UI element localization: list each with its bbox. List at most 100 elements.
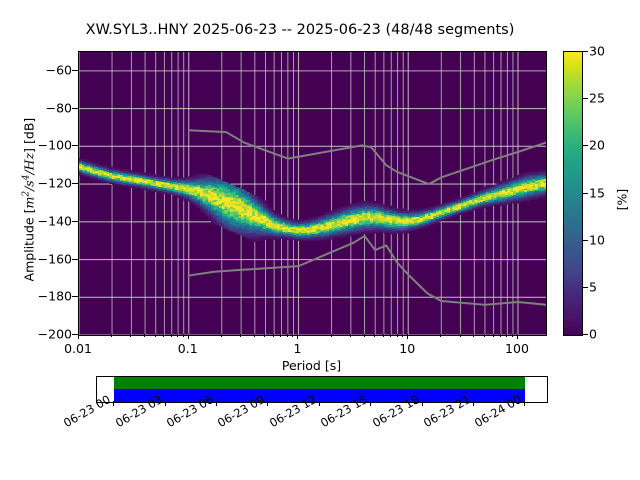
y-tick-mark (72, 69, 78, 71)
x-tick-mark-minor (144, 334, 146, 337)
x-tick-mark-minor (130, 334, 132, 337)
x-tick-mark-minor (240, 334, 242, 337)
page-title: XW.SYL3..HNY 2025-06-23 -- 2025-06-23 (4… (85, 22, 515, 38)
y-tick-label: −80 (45, 100, 72, 116)
ppsd-canvas (79, 52, 546, 335)
y-tick-mark (72, 145, 78, 147)
colorbar (563, 51, 583, 336)
timeline-data-band (114, 377, 526, 389)
colorbar-tick-mark (582, 98, 588, 100)
x-tick-mark-minor (492, 334, 494, 337)
x-tick-mark-minor (220, 334, 222, 337)
x-tick-mark-minor (280, 334, 282, 337)
y-tick-label: −180 (37, 288, 72, 304)
y-tick-mark (72, 334, 78, 335)
y-axis-unit-m-exp: 2 (21, 190, 32, 197)
x-tick-label: 10 (399, 341, 416, 356)
y-tick-mark (72, 296, 78, 298)
x-tick-mark-minor (390, 334, 392, 337)
colorbar-tick-label: 10 (589, 232, 605, 248)
timeline-tick-mark (113, 401, 115, 406)
timeline-tick-mark (164, 401, 166, 406)
y-axis-unit-m: m (21, 196, 37, 209)
colorbar-tick-mark (582, 192, 588, 194)
y-tick-mark (72, 183, 78, 185)
colorbar-ticks: 0 5 10 15 20 25 30 (563, 44, 623, 342)
x-tick-mark-minor (286, 334, 288, 337)
timeline-tick-mark (421, 401, 423, 406)
colorbar-label: [%] (614, 188, 630, 211)
y-axis-unit-s: /s (21, 180, 37, 191)
colorbar-tick-mark (582, 51, 588, 52)
timeline-tick-mark (215, 401, 217, 406)
colorbar-tick-label: 15 (589, 185, 605, 200)
y-axis-label-prefix: Amplitude [ (21, 208, 37, 282)
x-tick-mark-minor (253, 334, 255, 337)
x-tick-mark-minor (402, 334, 404, 337)
colorbar-tick-mark (582, 145, 588, 147)
x-tick-mark-minor (374, 334, 376, 337)
x-tick-mark-minor (499, 334, 501, 337)
y-tick-mark (72, 107, 78, 109)
colorbar-gradient (564, 52, 582, 335)
y-axis-unit-s-exp: 4 (21, 174, 32, 181)
x-tick-mark-minor (170, 334, 172, 337)
timeline-tick-labels: 06-23 00 06-23 03 06-23 06 06-23 09 06-23 12… (0, 392, 640, 480)
timeline-tick-mark (472, 401, 474, 406)
y-tick-label: −120 (37, 175, 72, 191)
y-tick-label: −200 (37, 326, 72, 342)
y-tick-mark (72, 258, 78, 260)
x-tick-mark-minor (440, 334, 442, 337)
colorbar-tick-label: 20 (589, 137, 605, 153)
x-tick-mark-minor (273, 334, 275, 337)
x-tick-label: 100 (505, 341, 529, 356)
colorbar-tick-mark (582, 239, 588, 241)
x-tick-mark-minor (182, 334, 184, 337)
timeline-used-band (114, 388, 526, 402)
x-tick-mark-minor (177, 334, 179, 337)
colorbar-tick-label: 0 (589, 326, 597, 342)
colorbar-tick-mark (582, 286, 588, 288)
x-tick-mark-minor (349, 334, 351, 337)
y-axis-ticks: −60 −80 −100 −120 −140 −160 −180 −200 (0, 51, 78, 342)
timeline-tick-mark (370, 401, 372, 406)
timeline-tick-marks (96, 401, 548, 409)
x-tick-mark-major (516, 334, 518, 339)
timeline-tick-mark (267, 401, 269, 406)
ppsd-plot-area[interactable] (78, 51, 547, 336)
x-axis-ticks: 0.01 0.1 1 10 100 (64, 334, 545, 364)
x-tick-mark-minor (264, 334, 266, 337)
timeline-tick-mark (524, 401, 526, 406)
y-axis-label: Amplitude [m2/s4/Hz] [dB] (21, 50, 36, 350)
x-tick-label: 0.01 (64, 341, 92, 356)
x-axis-label: Period [s] (281, 358, 342, 373)
x-tick-mark-minor (396, 334, 398, 337)
x-tick-mark-minor (154, 334, 156, 337)
timeline-tick-label: 06-23 00 (61, 392, 113, 431)
x-tick-mark-minor (459, 334, 461, 337)
x-tick-mark-major (407, 334, 409, 339)
x-tick-mark-major (78, 334, 79, 339)
x-tick-mark-minor (363, 334, 365, 337)
noise-model-curves (187, 129, 546, 306)
x-tick-label: 0.1 (177, 341, 198, 356)
y-axis-label-suffix: ] [dB] (21, 117, 37, 153)
x-tick-mark-minor (511, 334, 513, 337)
colorbar-tick-label: 5 (589, 279, 597, 295)
x-tick-mark-minor (163, 334, 165, 337)
colorbar-tick-label: 30 (589, 43, 605, 59)
timeline-coverage-bar[interactable] (96, 376, 548, 403)
x-tick-mark-major (187, 334, 189, 339)
x-tick-mark-minor (111, 334, 113, 337)
y-tick-label: −140 (37, 213, 72, 229)
y-tick-label: −160 (37, 251, 72, 267)
x-tick-mark-minor (382, 334, 384, 337)
ppsd-histogram-cells (79, 158, 546, 242)
gridlines (79, 52, 546, 335)
colorbar-tick-label: 25 (589, 90, 605, 106)
x-tick-mark-major (297, 334, 299, 339)
colorbar-tick-mark (582, 334, 588, 335)
x-tick-mark-minor (473, 334, 475, 337)
x-tick-mark-minor (330, 334, 332, 337)
